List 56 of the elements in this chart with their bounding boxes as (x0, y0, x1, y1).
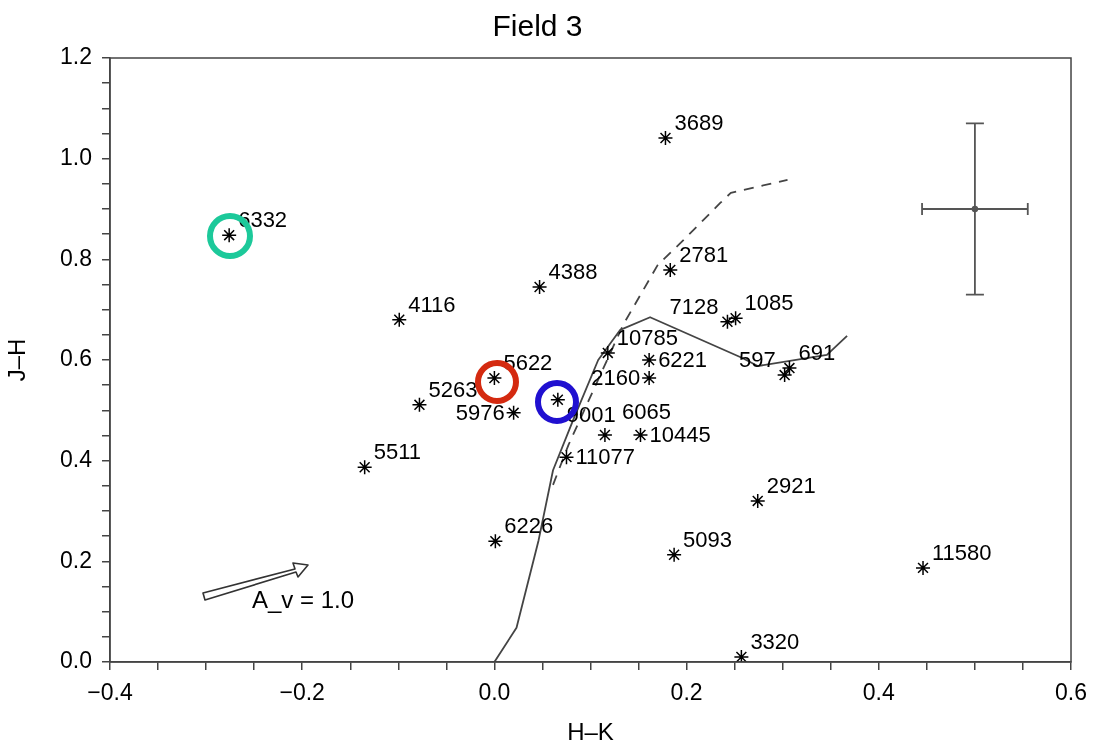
y-tick-label: 1.2 (60, 43, 92, 70)
annotation: 1085 (744, 290, 794, 316)
annotation: 6065 (621, 399, 671, 425)
annotation: 5093 (683, 526, 733, 552)
point (487, 533, 504, 549)
point (781, 360, 798, 376)
point (558, 449, 575, 465)
point (641, 370, 657, 386)
y-tick-label: 0.8 (60, 244, 92, 271)
annotation: 2781 (679, 241, 729, 267)
point (915, 560, 931, 576)
point (641, 352, 657, 368)
point (666, 547, 682, 563)
point (662, 262, 679, 278)
annotation: 11077 (575, 444, 636, 470)
chart-title: Field 3 (492, 9, 583, 43)
y-axis-title: J–H (3, 338, 31, 382)
y-tick-label: 1.0 (60, 144, 92, 171)
annotation: 2921 (766, 473, 816, 498)
annotation: 10445 (649, 422, 711, 448)
annotation: 4388 (548, 259, 598, 285)
point (600, 345, 616, 361)
point (356, 459, 373, 475)
point (733, 649, 750, 662)
annotation: 7128 (669, 293, 719, 319)
x-tick-label: 0.2 (670, 679, 703, 706)
point (727, 310, 744, 326)
y-tick-label: 0.2 (60, 546, 92, 573)
annotation: 4116 (408, 291, 456, 317)
x-tick-label: 0.6 (1055, 679, 1088, 706)
annotation: 5511 (373, 439, 421, 465)
x-tick-label: 0.4 (862, 679, 895, 706)
annotation: 11580 (932, 539, 992, 565)
point (391, 311, 408, 328)
point (411, 397, 428, 413)
point (505, 405, 522, 421)
point (749, 493, 766, 509)
point (531, 279, 548, 295)
point (657, 130, 674, 146)
point (597, 427, 613, 443)
annotation: 3689 (674, 110, 724, 136)
annotation: 5263 (428, 376, 478, 402)
x-tick-label: 0.0 (478, 679, 511, 706)
annotation: 2160 (591, 365, 641, 391)
y-tick-label: 0.4 (60, 446, 93, 473)
point (632, 427, 649, 443)
x-tick-label: −0.2 (279, 679, 325, 706)
x-axis-title: H–K (567, 718, 614, 746)
y-tick-label: 0.0 (60, 647, 92, 674)
x-tick-label: −0.4 (87, 679, 133, 706)
annotation: 5976 (455, 399, 505, 425)
y-tick-label: 0.6 (60, 345, 92, 372)
annotation: 3320 (750, 629, 800, 655)
point (776, 367, 793, 383)
annotation: A_v = 1.0 (252, 586, 355, 614)
point (719, 314, 736, 330)
